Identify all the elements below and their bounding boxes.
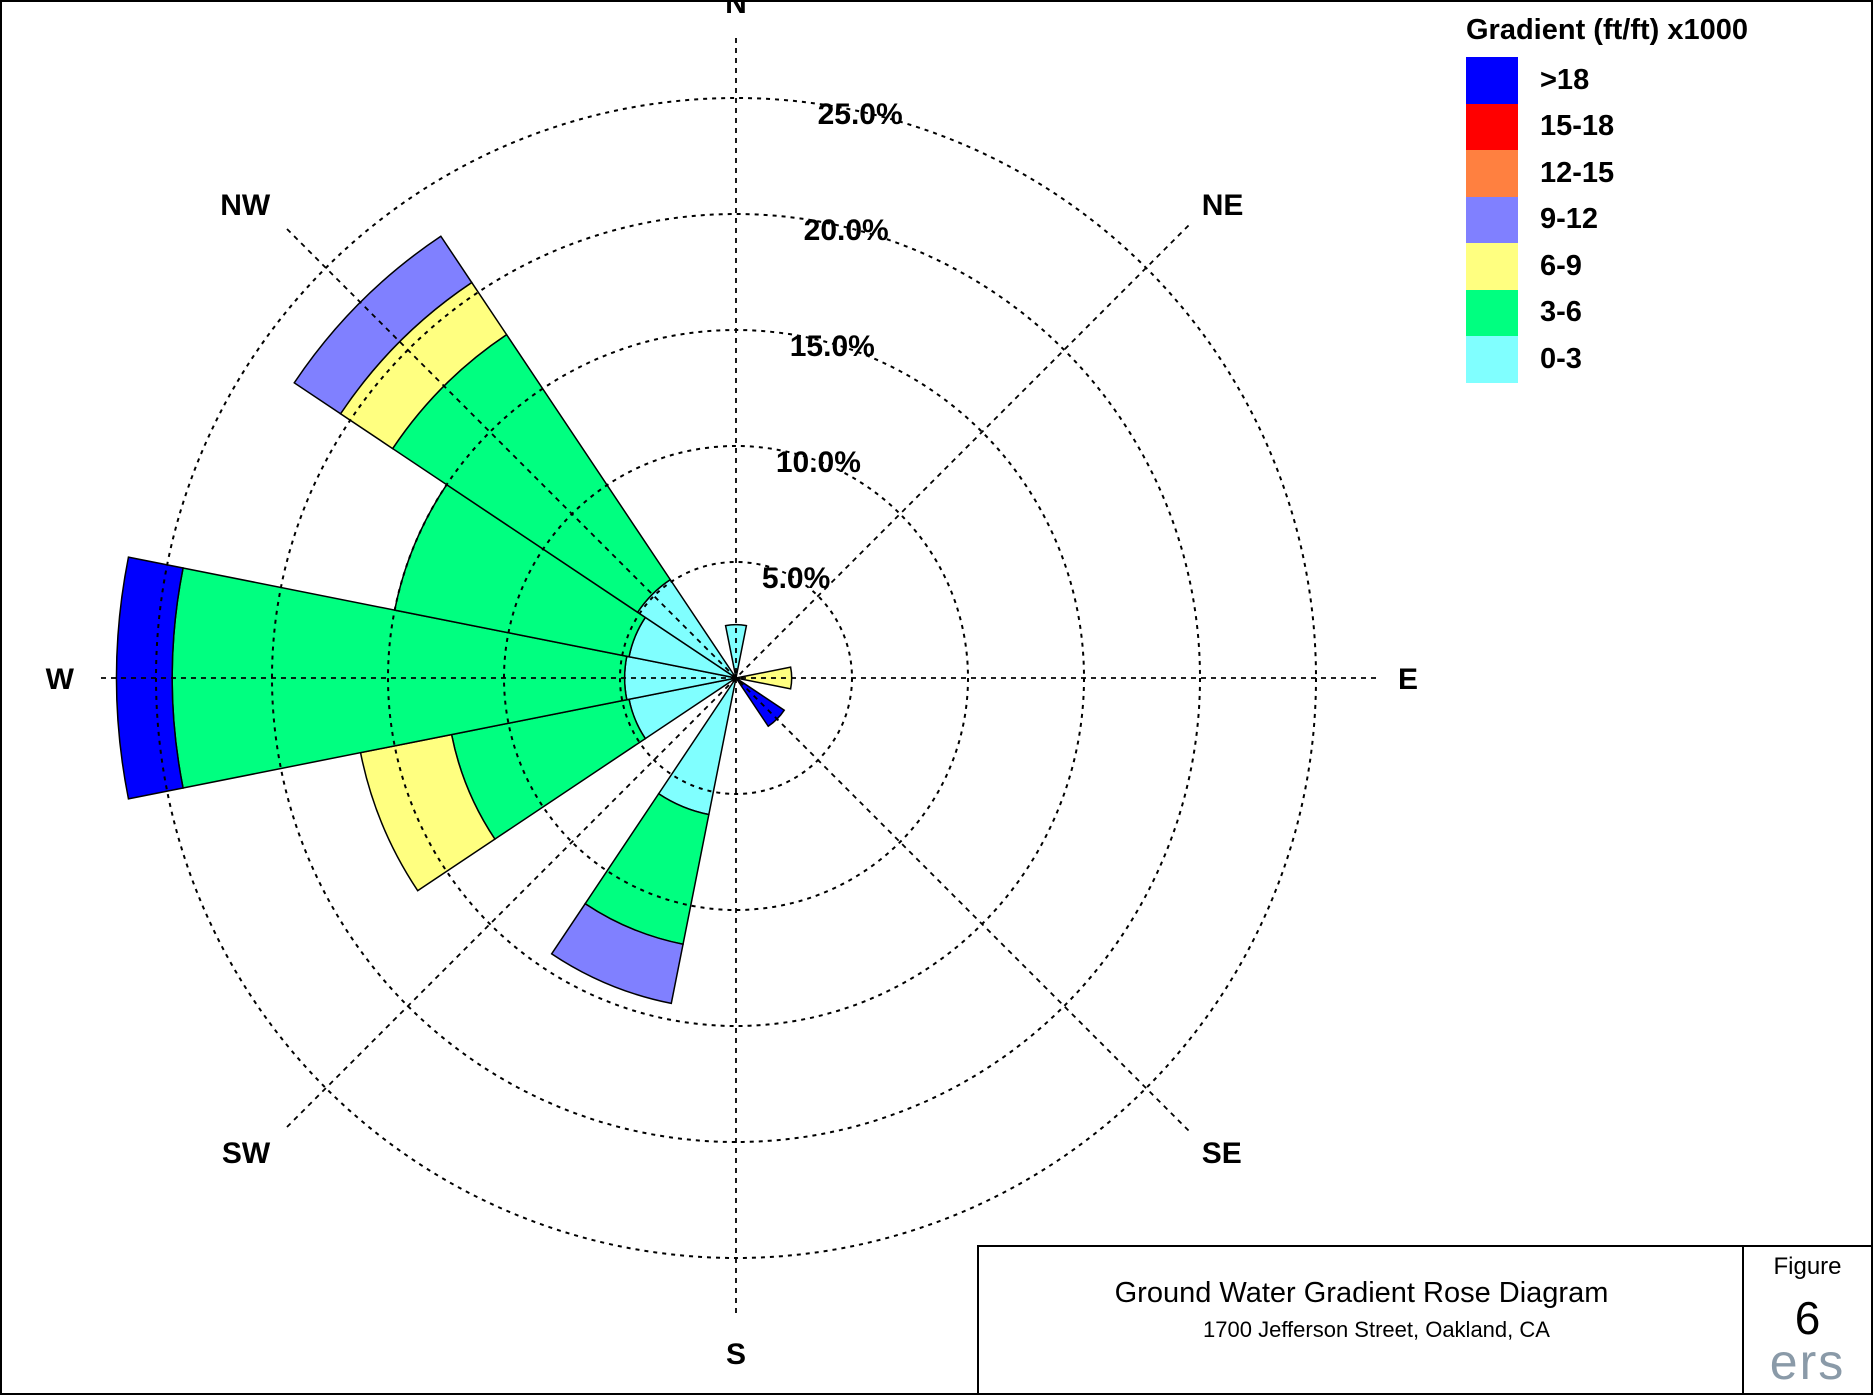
- legend-item: 0-3: [1466, 336, 1866, 383]
- legend-label: 12-15: [1540, 156, 1615, 189]
- ring-label-15: 15.0%: [790, 330, 875, 363]
- legend-label: 6-9: [1540, 249, 1582, 282]
- legend-swatch: [1466, 196, 1518, 243]
- direction-label-w: W: [46, 663, 75, 696]
- legend-swatch: [1466, 243, 1518, 290]
- legend-label: 15-18: [1540, 110, 1615, 143]
- direction-label-e: E: [1398, 663, 1418, 696]
- petal-segment-w-gt18: [115, 556, 184, 800]
- ring-20: [271, 213, 1201, 1143]
- legend-swatch: [1466, 336, 1518, 383]
- legend-swatch: [1466, 150, 1518, 197]
- legend-label: >18: [1540, 63, 1590, 96]
- petals-layer: [115, 235, 793, 1005]
- legend: Gradient (ft/ft) x1000 >18 15-18 12-15 9-12…: [1466, 14, 1866, 383]
- ring-label-10: 10.0%: [776, 446, 861, 479]
- figure-block: Figure 6 ers: [1742, 1245, 1871, 1393]
- direction-label-sw: SW: [222, 1137, 271, 1170]
- legend-label: 9-12: [1540, 203, 1599, 236]
- figure-label: Figure: [1773, 1253, 1842, 1280]
- direction-label-nw: NW: [220, 189, 271, 222]
- legend-item: 3-6: [1466, 289, 1866, 336]
- legend-item: >18: [1466, 57, 1866, 104]
- legend-item: 12-15: [1466, 150, 1866, 197]
- legend-item: 9-12: [1466, 196, 1866, 243]
- ring-label-20: 20.0%: [804, 214, 889, 247]
- direction-label-s: S: [726, 1338, 746, 1371]
- petal-segment-ssw-9-12: [550, 902, 684, 1005]
- ring-10: [503, 445, 969, 911]
- legend-swatch: [1466, 57, 1518, 104]
- direction-label-ne: NE: [1202, 189, 1244, 222]
- direction-label-n: N: [725, 0, 747, 20]
- title-block: Ground Water Gradient Rose Diagram 1700 …: [977, 1245, 1744, 1393]
- ring-label-25: 25.0%: [818, 98, 903, 131]
- direction-label-se: SE: [1202, 1137, 1242, 1170]
- legend-label: 0-3: [1540, 342, 1582, 375]
- legend-rows: >18 15-18 12-15 9-12 6-9 3-6 0-3: [1466, 57, 1866, 383]
- chart-title: Ground Water Gradient Rose Diagram: [1114, 1277, 1609, 1309]
- ring-label-5: 5.0%: [762, 562, 830, 595]
- legend-item: 15-18: [1466, 103, 1866, 150]
- axis-line-135: [282, 224, 1190, 1132]
- ers-logo: ers: [1769, 1334, 1846, 1390]
- legend-title: Gradient (ft/ft) x1000: [1466, 14, 1748, 46]
- petal-segment-nw-9-12: [293, 235, 473, 415]
- legend-swatch: [1466, 103, 1518, 150]
- figure-number: 6: [1794, 1292, 1821, 1344]
- legend-label: 3-6: [1540, 296, 1582, 329]
- axes-layer: [96, 38, 1376, 1318]
- ring-labels-layer: 5.0% 10.0% 15.0% 20.0% 25.0%: [762, 98, 903, 595]
- chart-subtitle: 1700 Jefferson Street, Oakland, CA: [1203, 1317, 1550, 1342]
- legend-swatch: [1466, 289, 1518, 336]
- legend-item: 6-9: [1466, 243, 1866, 290]
- direction-labels-layer: N NE E SE S SW W NW: [46, 0, 1418, 1371]
